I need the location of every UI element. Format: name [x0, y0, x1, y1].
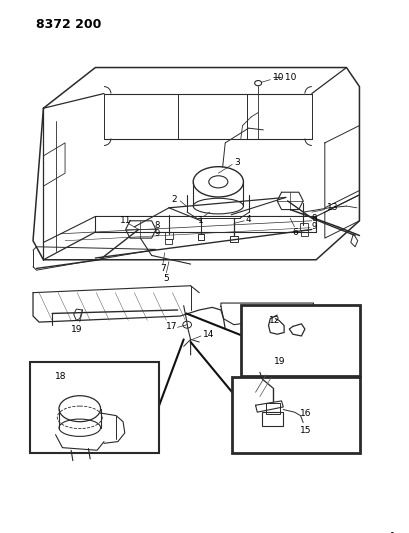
Text: 8: 8	[311, 214, 317, 223]
Bar	[197, 234, 204, 240]
Bar	[300, 230, 307, 236]
Bar	[262, 412, 283, 426]
Text: 18: 18	[54, 372, 66, 381]
Text: 17: 17	[166, 322, 178, 331]
Text: 1: 1	[197, 216, 203, 225]
Text: 15: 15	[299, 426, 310, 435]
Bar	[30, 362, 158, 453]
Bar	[230, 236, 238, 243]
Text: 2: 2	[171, 195, 177, 204]
Text: 11: 11	[119, 216, 131, 225]
Text: 9: 9	[154, 229, 159, 238]
Text: 1: 1	[389, 532, 395, 533]
Text: 6: 6	[292, 228, 298, 237]
Bar	[231, 377, 360, 453]
Text: 8372 200: 8372 200	[36, 18, 101, 31]
Text: 3: 3	[233, 158, 239, 167]
Text: 10: 10	[272, 74, 284, 83]
Bar	[299, 223, 308, 230]
Text: 19: 19	[273, 357, 285, 366]
Text: 5: 5	[162, 274, 168, 284]
Text: 14: 14	[202, 330, 213, 339]
Text: 19: 19	[71, 325, 83, 334]
Bar	[164, 232, 173, 239]
Bar	[265, 403, 279, 414]
Text: 16: 16	[299, 408, 310, 417]
Text: 8: 8	[154, 221, 159, 230]
Text: 7: 7	[160, 264, 166, 273]
Bar	[240, 305, 360, 376]
Text: 9: 9	[311, 222, 316, 231]
Text: — 10: — 10	[272, 74, 296, 83]
Text: 4: 4	[245, 215, 251, 223]
Bar	[165, 239, 172, 244]
Text: 13: 13	[326, 203, 337, 212]
Text: 12: 12	[268, 316, 279, 325]
